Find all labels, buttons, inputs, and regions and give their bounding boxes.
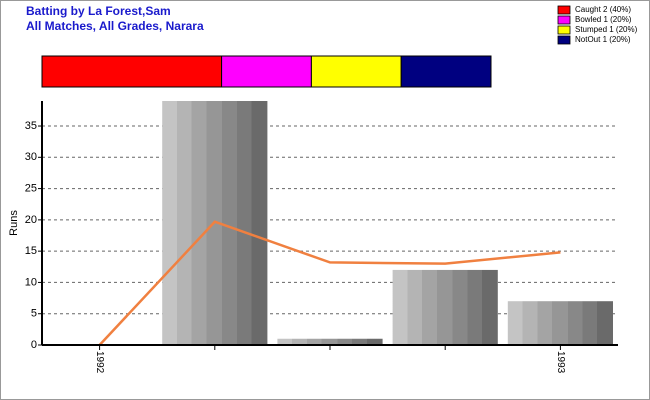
y-tick-label: 5 (31, 308, 37, 320)
legend-label: Caught 2 (40%) (575, 5, 631, 14)
chart-subtitle: All Matches, All Grades, Narara (26, 19, 204, 33)
legend-swatch (557, 35, 571, 45)
legend-swatch (557, 25, 571, 35)
y-tick-label: 0 (31, 339, 37, 351)
y-tick-label: 35 (25, 120, 37, 132)
legend-swatch (557, 15, 571, 25)
proportion-segment (400, 55, 492, 88)
x-tick-label: 1993 (555, 351, 566, 374)
proportion-segment (41, 55, 223, 88)
legend-label: NotOut 1 (20%) (575, 35, 631, 44)
bar (507, 301, 613, 345)
proportion-segment (221, 55, 312, 88)
y-tick-label: 20 (25, 214, 37, 226)
line (98, 220, 561, 346)
chart-title: Batting by La Forest,Sam (26, 4, 171, 18)
bar (277, 338, 383, 345)
legend-label: Stumped 1 (20%) (575, 25, 638, 34)
proportion-segment (310, 55, 402, 88)
y-tick-label: 15 (25, 245, 37, 257)
y-tick-label: 10 (25, 276, 37, 288)
bar (392, 269, 498, 345)
legend-label: Bowled 1 (20%) (575, 15, 632, 24)
y-axis-label: Runs (8, 210, 20, 236)
y-tick-label: 25 (25, 182, 37, 194)
y-tick-label: 30 (25, 151, 37, 163)
legend-swatch (557, 5, 571, 15)
x-tick-label: 1992 (94, 351, 105, 374)
